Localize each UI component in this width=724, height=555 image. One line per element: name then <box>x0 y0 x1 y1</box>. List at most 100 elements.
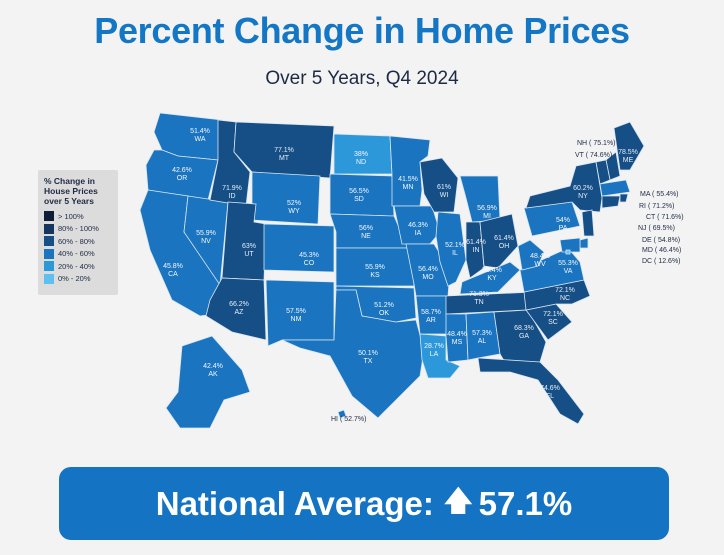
national-average-label: National Average: <box>155 484 434 522</box>
state-value-ne: 56% <box>359 225 373 232</box>
state-code-co: CO <box>304 260 315 267</box>
state-value-ca: 45.8% <box>163 263 183 270</box>
state-code-id: ID <box>229 193 236 200</box>
state-value-pa: 54% <box>556 217 570 224</box>
state-code-mi: MI <box>483 213 491 220</box>
state-va <box>519 247 585 293</box>
state-value-co: 45.3% <box>299 252 319 259</box>
state-value-nd: 38% <box>354 151 368 158</box>
state-code-va: VA <box>564 268 573 275</box>
state-dc <box>565 249 571 255</box>
state-code-ca: CA <box>168 271 178 278</box>
legend-label: 20% - 40% <box>58 261 95 271</box>
legend-item: 40% - 60% <box>44 248 112 261</box>
state-value-tx: 50.1% <box>358 350 378 357</box>
state-wv <box>517 239 545 271</box>
state-value-or: 42.6% <box>172 167 192 174</box>
national-average-value: 57.1% <box>478 484 573 522</box>
state-oh <box>479 213 519 269</box>
legend-label: 60% - 80% <box>58 236 95 246</box>
state-code-mo: MO <box>422 274 434 281</box>
state-code-mt: MT <box>279 155 290 162</box>
state-ma <box>599 179 631 197</box>
state-code-ks: KS <box>370 272 380 279</box>
state-value-ny: 60.2% <box>573 185 593 192</box>
state-external-label-ct: CT ( 71.6%) <box>646 214 684 221</box>
state-ny <box>525 161 603 213</box>
legend-title: % Change in House Prices over 5 Years <box>44 176 98 206</box>
legend-item: > 100% <box>44 210 112 223</box>
state-value-la: 28.7% <box>424 343 444 350</box>
state-fl <box>477 357 585 425</box>
state-mn <box>389 135 431 207</box>
state-code-sc: SC <box>548 319 558 326</box>
state-wi <box>419 157 459 213</box>
legend-item: 60% - 80% <box>44 235 112 248</box>
state-ky <box>459 261 521 295</box>
state-il <box>435 211 467 287</box>
state-code-pa: PA <box>559 225 568 232</box>
state-code-or: OR <box>177 175 188 182</box>
state-code-mn: MN <box>403 184 414 191</box>
state-code-az: AZ <box>235 309 245 316</box>
state-value-az: 66.2% <box>229 301 249 308</box>
legend-item: 20% - 40% <box>44 260 112 273</box>
map-legend: % Change in House Prices over 5 Years > … <box>38 170 118 295</box>
state-value-mn: 41.5% <box>398 176 418 183</box>
state-external-label-nh: NH ( 75.1%) <box>577 140 616 147</box>
state-external-label-hi: HI ( 52.7%) <box>331 416 366 423</box>
up-arrow-icon: 🡅 <box>443 484 473 516</box>
state-value-ga: 68.3% <box>514 325 534 332</box>
state-ct <box>601 195 621 209</box>
legend-swatch <box>44 236 54 247</box>
state-value-ut: 63% <box>242 243 256 250</box>
state-mi <box>459 175 501 223</box>
state-code-ut: UT <box>244 251 254 258</box>
state-code-me: ME <box>623 157 634 164</box>
state-sd <box>329 173 395 217</box>
state-value-mt: 77.1% <box>274 147 294 154</box>
state-ms <box>445 313 469 363</box>
legend-swatch <box>44 223 54 234</box>
state-ri <box>619 193 629 203</box>
state-value-nv: 55.9% <box>196 230 216 237</box>
page-title: Percent Change in Home Prices <box>94 10 630 51</box>
state-value-ms: 48.4% <box>447 331 467 338</box>
state-code-ga: GA <box>519 333 529 340</box>
state-code-ia: IA <box>415 230 422 237</box>
state-value-il: 52.1% <box>445 242 465 249</box>
state-value-sd: 56.5% <box>349 188 369 195</box>
state-code-nv: NV <box>201 238 211 245</box>
state-value-wi: 61% <box>437 184 451 191</box>
legend-swatch <box>44 273 54 284</box>
state-co <box>263 223 335 273</box>
state-code-ms: MS <box>452 339 463 346</box>
state-in <box>465 221 485 279</box>
state-external-label-dc: DC ( 12.6%) <box>642 258 681 265</box>
state-value-fl: 74.6% <box>540 385 560 392</box>
state-external-label-nj: NJ ( 69.5%) <box>638 225 675 232</box>
state-hi <box>337 409 347 419</box>
state-ia <box>393 205 441 245</box>
state-code-tx: TX <box>364 358 373 365</box>
state-value-oh: 61.4% <box>494 235 514 242</box>
legend-item: 80% - 100% <box>44 223 112 236</box>
legend-label: > 100% <box>58 211 84 221</box>
state-wy <box>251 171 321 225</box>
state-code-wy: WY <box>288 208 300 215</box>
state-vt <box>595 159 611 185</box>
state-external-label-md: MD ( 46.4%) <box>642 247 681 254</box>
state-external-label-ri: RI ( 71.2%) <box>639 203 674 210</box>
state-value-mi: 56.9% <box>477 205 497 212</box>
state-code-nc: NC <box>560 295 570 302</box>
state-value-wy: 52% <box>287 200 301 207</box>
state-tx <box>281 289 425 419</box>
state-or <box>145 149 219 201</box>
state-code-ok: OK <box>379 310 389 317</box>
state-value-ks: 55.9% <box>365 264 385 271</box>
state-nj <box>581 209 595 237</box>
legend-label: 0% - 20% <box>58 274 91 284</box>
state-value-ia: 46.3% <box>408 222 428 229</box>
state-value-ky: 58.4% <box>482 267 502 274</box>
state-code-oh: OH <box>499 243 510 250</box>
